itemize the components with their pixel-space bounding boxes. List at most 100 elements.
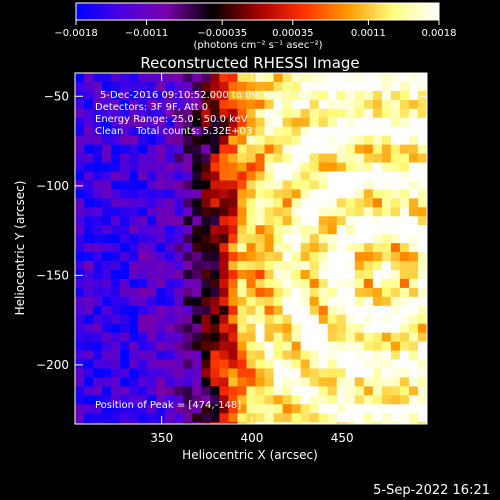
heatmap-cell: [336, 162, 347, 173]
heatmap-cell: [75, 90, 85, 101]
heatmap-cell: [291, 108, 302, 119]
heatmap-cell: [201, 135, 211, 146]
heatmap-cell: [345, 73, 356, 83]
heatmap-cell: [147, 225, 157, 235]
heatmap-cell: [219, 359, 230, 370]
heatmap-cell: [300, 278, 311, 289]
heatmap-cell: [291, 73, 302, 83]
x-tick-label: 450: [331, 431, 354, 445]
heatmap-cell: [201, 368, 211, 379]
heatmap-cell: [201, 108, 211, 119]
heatmap-cell: [318, 225, 329, 235]
heatmap-cell: [93, 422, 103, 424]
heatmap-cell: [129, 350, 139, 361]
heatmap-cell: [390, 359, 401, 370]
heatmap-cell: [192, 126, 202, 137]
heatmap-cell: [174, 73, 184, 83]
heatmap-cell: [327, 332, 338, 343]
heatmap-cell: [201, 252, 211, 262]
heatmap-cell: [237, 377, 248, 387]
heatmap-cell: [273, 278, 284, 289]
heatmap-cell: [408, 350, 419, 361]
heatmap-cell: [327, 73, 338, 83]
y-tick-label: −150: [36, 268, 69, 282]
heatmap-cell: [399, 350, 410, 361]
heatmap-cell: [336, 323, 347, 334]
heatmap-cell: [309, 135, 320, 146]
heatmap-cell: [408, 422, 419, 424]
heatmap-cell: [165, 252, 175, 262]
heatmap-cell: [273, 305, 284, 316]
heatmap-cell: [93, 243, 103, 253]
heatmap-cell: [309, 216, 320, 226]
heatmap-cell: [381, 404, 392, 414]
heatmap-cell: [75, 359, 85, 370]
x-tick-label: 400: [240, 431, 263, 445]
heatmap-cell: [147, 323, 157, 334]
heatmap-cell: [372, 252, 383, 262]
heatmap-cell: [417, 252, 427, 262]
heatmap-cell: [147, 341, 157, 352]
heatmap-cell: [291, 350, 302, 361]
heatmap-cell: [129, 395, 139, 405]
heatmap-cell: [264, 189, 275, 199]
heatmap-cell: [246, 90, 257, 101]
heatmap-cell: [120, 386, 130, 396]
heatmap-cell: [273, 261, 284, 271]
heatmap-cell: [282, 243, 293, 253]
heatmap-cell: [210, 198, 221, 208]
heatmap-cell: [120, 135, 130, 146]
heatmap-cell: [84, 350, 94, 361]
heatmap-cell: [309, 296, 320, 307]
heatmap-cell: [336, 404, 347, 414]
heatmap-cell: [291, 368, 302, 379]
heatmap-cell: [102, 207, 112, 217]
heatmap-cell: [282, 278, 293, 289]
heatmap-cell: [309, 73, 320, 83]
heatmap-cell: [174, 126, 184, 137]
heatmap-cell: [147, 350, 157, 361]
heatmap-cell: [147, 422, 157, 424]
heatmap-cell: [291, 305, 302, 316]
heatmap-cell: [84, 234, 94, 244]
heatmap-cell: [120, 296, 130, 307]
heatmap-cell: [192, 413, 202, 423]
heatmap-cell: [102, 144, 112, 155]
heatmap-cell: [246, 189, 257, 199]
heatmap-cell: [336, 377, 347, 387]
heatmap-cell: [282, 314, 293, 325]
heatmap-cell: [291, 386, 302, 396]
heatmap-cell: [138, 90, 148, 101]
heatmap-cell: [399, 153, 410, 164]
heatmap-cell: [219, 413, 230, 423]
heatmap-cell: [192, 278, 202, 289]
heatmap-cell: [336, 153, 347, 164]
heatmap-cell: [93, 368, 103, 379]
heatmap-cell: [138, 243, 148, 253]
heatmap-cell: [318, 99, 329, 110]
heatmap-cell: [84, 368, 94, 379]
heatmap-cell: [228, 99, 239, 110]
heatmap-cell: [228, 252, 239, 262]
heatmap-cell: [327, 305, 338, 316]
heatmap-cell: [309, 395, 320, 405]
heatmap-cell: [336, 73, 347, 83]
heatmap-cell: [327, 162, 338, 173]
heatmap-cell: [201, 341, 211, 352]
heatmap-cell: [183, 252, 193, 262]
heatmap-cell: [318, 323, 329, 334]
heatmap-cell: [147, 252, 157, 262]
heatmap-cell: [165, 305, 175, 316]
x-tick-label: 350: [150, 431, 173, 445]
heatmap-cell: [273, 359, 284, 370]
heatmap-cell: [138, 207, 148, 217]
heatmap-cell: [174, 395, 184, 405]
heatmap-cell: [102, 99, 112, 110]
heatmap-cell: [228, 135, 239, 146]
heatmap-cell: [318, 198, 329, 208]
heatmap-cell: [408, 99, 419, 110]
heatmap-cell: [120, 413, 130, 423]
heatmap-cell: [273, 153, 284, 164]
heatmap-cell: [327, 314, 338, 325]
heatmap-cell: [165, 278, 175, 289]
